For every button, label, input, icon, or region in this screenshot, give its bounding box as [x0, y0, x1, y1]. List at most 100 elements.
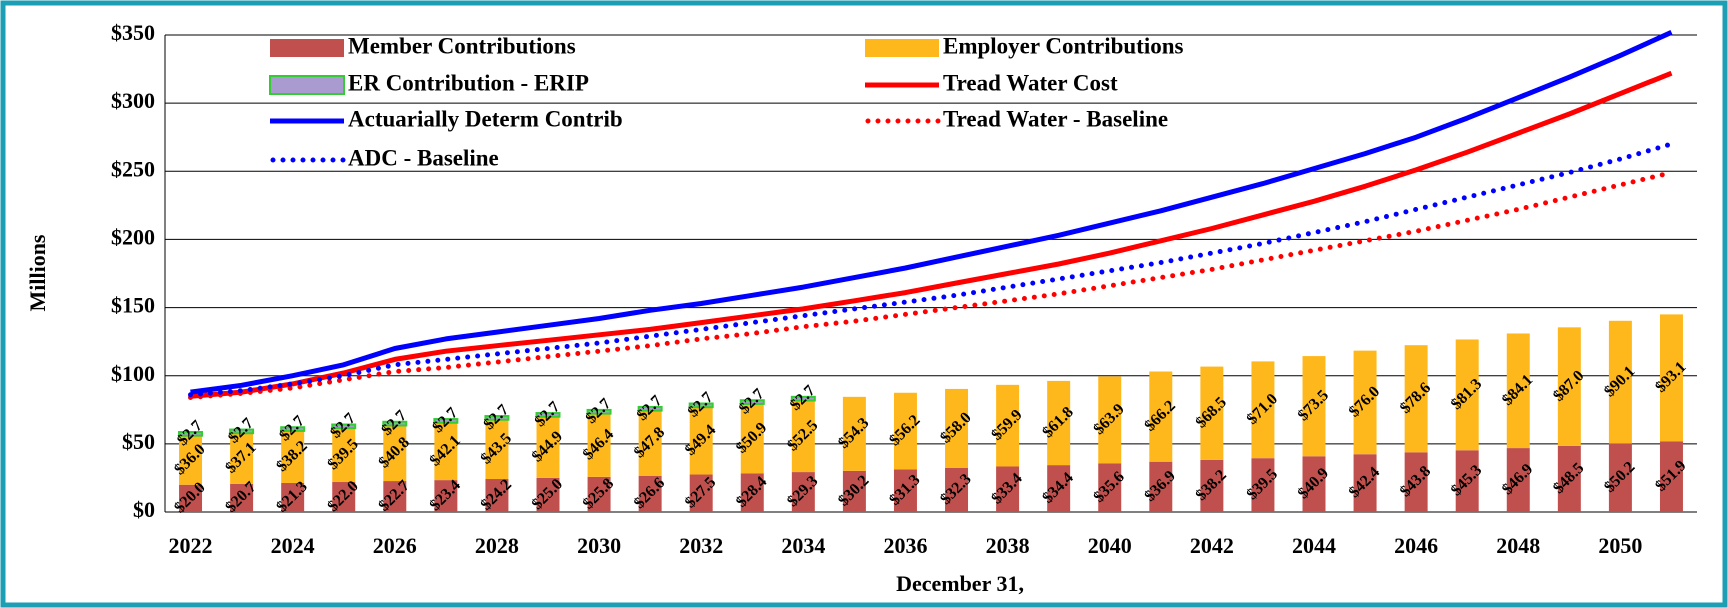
bar: [281, 430, 305, 483]
bar: [230, 483, 254, 512]
x-tick-label: 2046: [1394, 533, 1438, 558]
bar: [587, 413, 611, 477]
x-tick-label: 2038: [986, 533, 1030, 558]
bar: [1455, 339, 1479, 451]
bar: [739, 399, 765, 405]
bar: [1200, 366, 1224, 460]
bar: [536, 416, 560, 478]
bar: [383, 481, 407, 512]
bar: [1659, 314, 1683, 442]
line-series: [188, 170, 1674, 400]
bar: [332, 482, 356, 512]
bar: [536, 477, 560, 512]
legend-label: Actuarially Determ Contrib: [348, 106, 623, 131]
bar: [1506, 333, 1530, 449]
bar: [996, 384, 1020, 467]
bar: [587, 476, 611, 512]
bar: [689, 407, 713, 475]
legend-swatch: [865, 39, 939, 57]
legend-swatch: [270, 39, 344, 57]
line-series: [190, 70, 1673, 399]
bar: [638, 410, 662, 476]
bar: [179, 484, 203, 512]
x-tick-label: 2050: [1598, 533, 1642, 558]
x-tick-label: 2030: [577, 533, 621, 558]
bar: [1251, 361, 1275, 459]
bar: [331, 423, 357, 430]
bar: [637, 405, 663, 412]
bar: [332, 428, 356, 483]
legend-label: ER Contribution - ERIP: [348, 70, 589, 95]
line-series: [188, 141, 1674, 398]
x-tick-label: 2040: [1088, 533, 1132, 558]
x-tick-label: 2028: [475, 533, 519, 558]
bar: [1047, 465, 1071, 512]
bar: [1659, 441, 1683, 512]
legend-swatch: [269, 75, 345, 95]
bar: [842, 470, 866, 512]
bar: [586, 408, 612, 415]
bar: [638, 475, 662, 512]
bar: [1149, 371, 1173, 462]
bar: [1098, 376, 1122, 464]
bar: [434, 422, 458, 481]
x-tick-label: 2026: [373, 533, 417, 558]
y-tick-label: $300: [111, 88, 155, 113]
y-tick-label: $150: [111, 293, 155, 318]
bar: [1149, 461, 1173, 512]
x-tick-label: 2024: [271, 533, 315, 558]
bar: [1608, 320, 1632, 444]
legend-label: Member Contributions: [348, 33, 576, 58]
bar: [1302, 456, 1326, 512]
x-tick-label: 2022: [169, 533, 213, 558]
bar: [382, 420, 408, 427]
bar: [280, 426, 306, 432]
bar: [1353, 350, 1377, 455]
x-tick-label: 2032: [679, 533, 723, 558]
bar: [791, 400, 815, 473]
bar: [893, 392, 917, 470]
y-tick-label: $100: [111, 361, 155, 386]
bar: [179, 435, 203, 485]
bar: [230, 433, 254, 484]
legend-label: Employer Contributions: [943, 33, 1184, 58]
bar: [1047, 380, 1071, 466]
bar: [434, 480, 458, 512]
bar: [740, 473, 764, 512]
bar: [1302, 356, 1326, 457]
bar: [945, 388, 969, 468]
legend-label: Tread Water Cost: [943, 70, 1118, 95]
bar: [1557, 327, 1581, 446]
bar: [893, 469, 917, 512]
bar: [535, 412, 561, 418]
x-tick-label: 2044: [1292, 533, 1336, 558]
bar: [689, 474, 713, 512]
bar: [433, 418, 459, 424]
y-tick-label: $250: [111, 156, 155, 181]
bar: [740, 403, 764, 474]
y-tick-label: $0: [133, 497, 155, 522]
bar: [281, 482, 305, 512]
bar: [1404, 452, 1428, 512]
bar: [178, 431, 204, 437]
bar: [1404, 345, 1428, 453]
y-tick-label: $50: [122, 429, 155, 454]
y-tick-label: $200: [111, 224, 155, 249]
bar: [484, 415, 510, 421]
bar: [1098, 463, 1122, 512]
bar: [790, 395, 816, 402]
bar: [485, 479, 509, 512]
x-tick-label: 2042: [1190, 533, 1234, 558]
bar: [1608, 443, 1632, 512]
x-axis-label: December 31,: [896, 571, 1024, 596]
bar: [688, 402, 714, 409]
x-tick-label: 2048: [1496, 533, 1540, 558]
bar: [383, 425, 407, 482]
bar: [1557, 445, 1581, 512]
y-axis-label: Millions: [25, 234, 50, 311]
bar: [485, 419, 509, 480]
legend-label: ADC - Baseline: [348, 145, 499, 170]
y-tick-label: $350: [111, 20, 155, 45]
bar: [1506, 448, 1530, 512]
